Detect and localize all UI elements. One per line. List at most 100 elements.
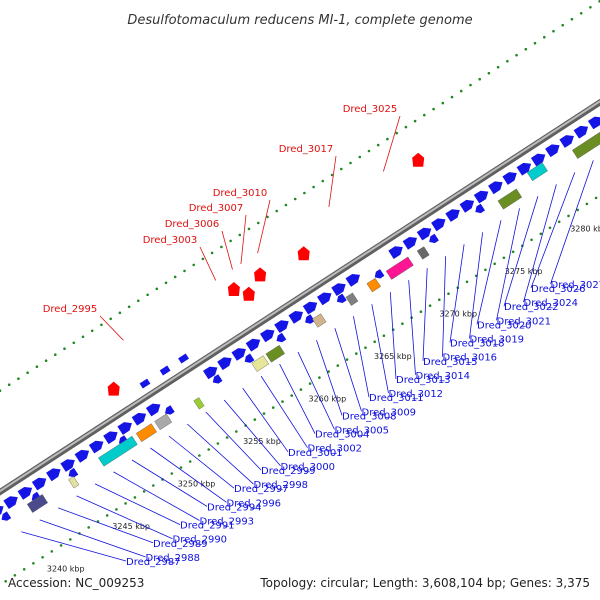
outer-dot [44,359,48,363]
outer-dot [413,119,417,123]
bottom-gene-label: Dred_3022 [504,302,559,313]
label-leader-line [113,471,200,521]
inner-dot [4,580,7,583]
inner-dot [493,262,497,266]
gene-block [68,476,80,489]
outer-dot [404,125,408,129]
inner-dot [327,370,330,373]
forward-gene-arrow [74,449,90,463]
bottom-gene-label: Dred_2991 [180,521,235,532]
label-leader-line [199,246,217,281]
forward-gene-arrow [331,283,346,296]
bottom-gene-label: Dred_2993 [200,517,255,528]
bottom-gene-label: Dred_3011 [369,393,424,404]
forward-gene-arrow [302,301,318,315]
gene-block [497,188,523,210]
scale-label: 3280 kbp [570,224,600,233]
top-gene-label: Dred_3017 [279,144,334,155]
label-leader-line [260,375,308,448]
red-feature-marker [107,381,120,396]
inner-dot [336,364,340,367]
outer-dot [579,12,583,15]
bottom-gene-label: Dred_2987 [126,557,181,568]
label-leader-line [449,244,465,343]
backbone-track [0,98,600,496]
inner-dot [567,214,570,218]
inner-dot [465,280,469,284]
inner-dot [198,454,201,457]
outer-dot [367,149,371,153]
gene-block [416,246,430,260]
outer-dot [81,335,85,339]
outer-dot [303,191,306,195]
outer-dot [570,17,574,21]
label-leader-line [279,363,316,434]
backbone-highlight [0,100,600,493]
backbone-layer [0,98,600,496]
bottom-gene-label: Dred_2999 [261,466,316,477]
gene-block [312,313,327,328]
scale-labels-layer: 3240 kbp 3245 kbp 3250 kbp 3255 kbp 3260 kbp… [47,224,600,573]
inner-dot [69,538,72,541]
inner-dot [419,310,423,314]
top-gene-label: Dred_3010 [213,188,268,199]
label-leader-line [168,435,235,489]
label-leader-line [469,232,483,339]
outer-dot [155,287,159,291]
label-leader-line [530,172,576,289]
bottom-gene-label: Dred_3004 [315,430,370,441]
outer-dot [26,371,29,375]
forward-gene-arrow [502,172,517,185]
label-leader-line [99,315,124,341]
label-leader-line [422,268,428,361]
inner-dot [253,418,257,421]
inner-dot [557,220,561,224]
inner-dot [594,196,598,200]
inner-dot [502,256,506,260]
outer-dot [35,365,39,369]
label-leader-line [257,199,271,254]
forward-gene-arrow [431,218,446,232]
bottom-gene-label: Dred_3024 [524,298,579,309]
reverse-gene-arrow [212,374,223,384]
inner-dot [281,400,284,403]
forward-gene-arrow [217,357,232,371]
forward-gene-arrow [60,459,75,472]
outer-dot [515,53,518,57]
inner-dot [290,394,294,397]
inner-dot [133,496,137,499]
forward-gene-arrow [459,199,475,213]
bottom-gene-label: Dred_3012 [389,389,444,400]
outer-dot [72,341,76,345]
reverse-gene-arrow [276,332,287,343]
label-leader-line [383,115,401,172]
forward-gene-arrow [231,348,246,361]
bottom-gene-label: Dred_2998 [254,480,309,491]
outer-dot [284,203,288,207]
outer-dot [220,245,223,249]
inner-dot [124,502,127,505]
inner-dot [235,430,238,433]
inner-dot [152,484,155,487]
bottom-gene-label: Dred_3000 [281,462,336,473]
outer-dot [349,161,352,165]
outer-dot [164,281,168,285]
reverse-gene-arrow [165,405,175,415]
outer-dot [183,269,186,273]
forward-gene-arrow [203,366,218,380]
label-leader-lines-layer [21,115,594,562]
reverse-gene-arrow [336,293,347,303]
outer-dot [524,47,528,51]
inner-dot [87,526,90,529]
label-leader-line [94,483,181,525]
bottom-gene-label: Dred_3008 [342,411,397,422]
label-leader-line [240,214,247,265]
inner-dot [308,382,312,385]
inner-dot [59,544,63,547]
outer-dot [543,35,546,39]
outer-dot [54,353,57,357]
outer-dot [137,299,140,303]
label-leader-line [503,196,539,307]
